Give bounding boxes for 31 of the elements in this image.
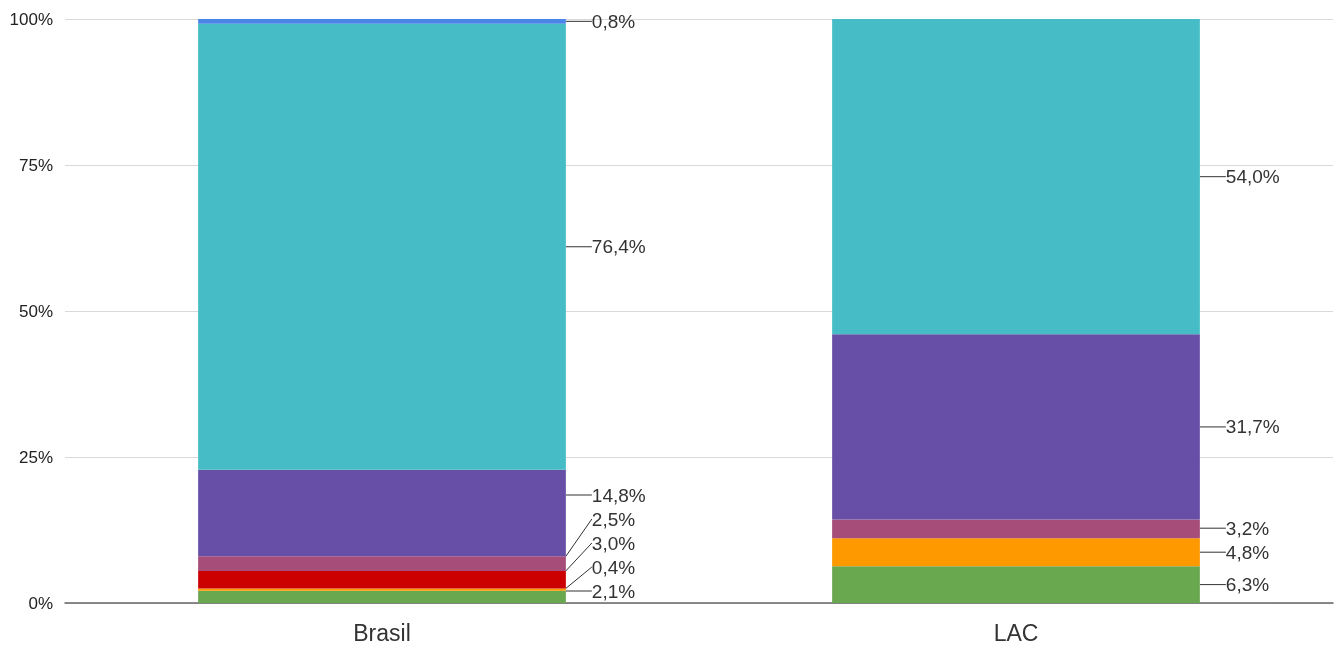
bar (198, 570, 566, 589)
bar (198, 19, 566, 24)
bar (832, 538, 1200, 567)
bar (832, 19, 1200, 335)
data-label: 2,5% (591, 508, 636, 530)
data-label: 4,8% (1225, 541, 1270, 563)
data-label: 0,4% (591, 556, 636, 578)
data-label: 2,1% (591, 580, 636, 602)
data-label: 0,8% (591, 10, 636, 32)
bar (832, 566, 1200, 603)
bar (198, 469, 566, 557)
data-label: 54,0% (1225, 166, 1280, 188)
bar (198, 588, 566, 591)
data-label: 6,3% (1225, 574, 1270, 596)
y-tick-label: 50% (18, 301, 53, 321)
bar (832, 334, 1200, 520)
y-tick-label: 0% (28, 593, 53, 613)
y-tick-label: 75% (18, 155, 53, 175)
data-label: 76,4% (591, 236, 646, 258)
bar (198, 590, 566, 603)
bar (832, 519, 1200, 539)
y-tick-label: 100% (9, 9, 53, 29)
data-label: 3,0% (591, 532, 636, 554)
data-label: 14,8% (591, 484, 646, 506)
data-label: 31,7% (1225, 416, 1280, 438)
bar (198, 556, 566, 571)
x-tick-label: Brasil (353, 619, 411, 646)
x-tick-label: LAC (993, 619, 1039, 646)
y-tick-label: 25% (18, 447, 53, 467)
bar (198, 23, 566, 470)
data-label: 3,2% (1225, 517, 1270, 539)
